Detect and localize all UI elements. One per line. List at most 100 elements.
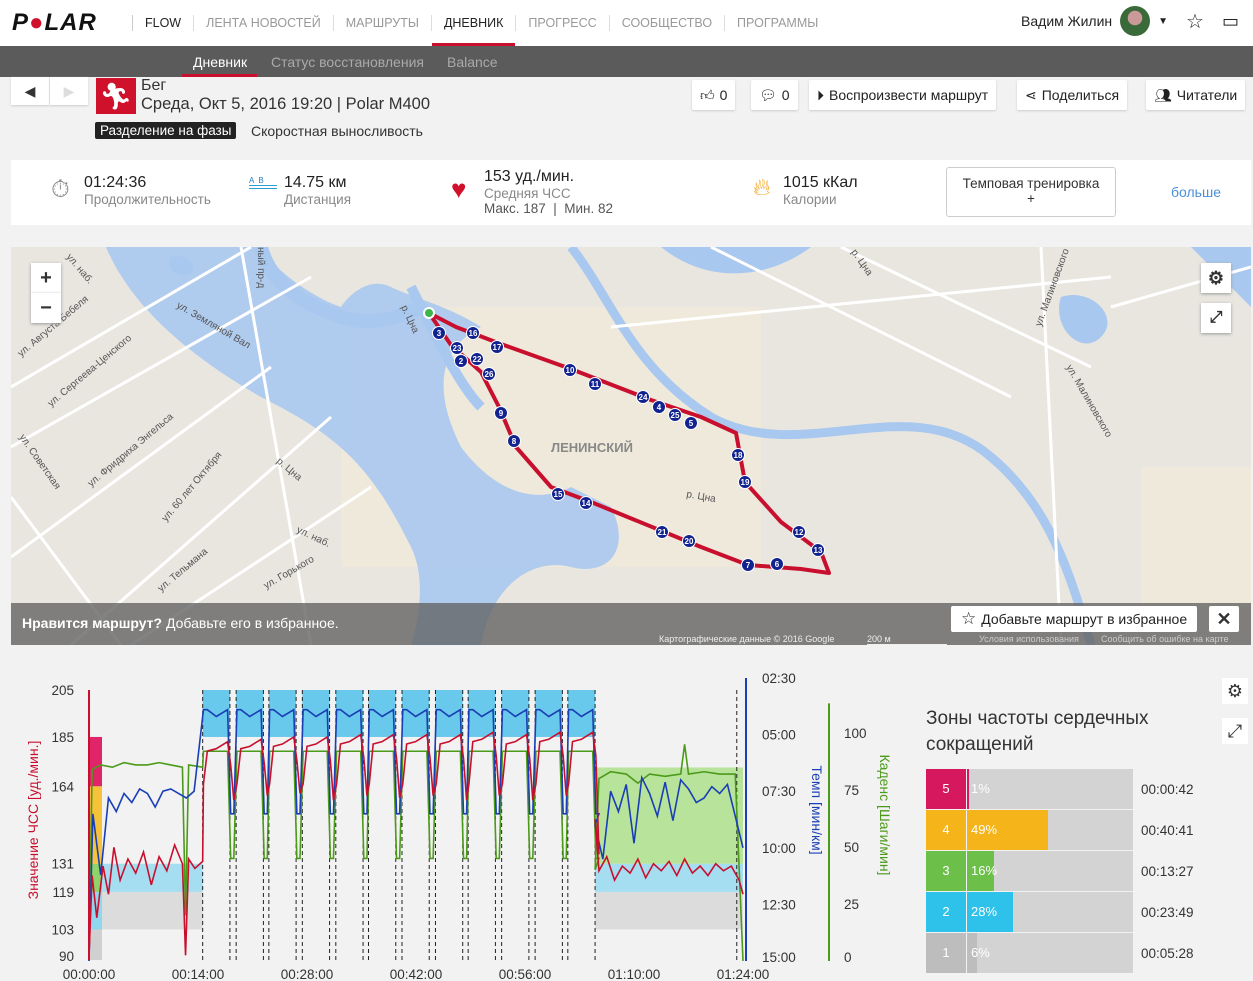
street-label: р. Цна — [685, 489, 716, 505]
prompt-text: Добавьте его в избранное. — [165, 615, 339, 631]
zone-percent: 49% — [971, 822, 998, 837]
zoom-in-button[interactable]: + — [31, 263, 61, 293]
nav-flow[interactable]: FLOW — [132, 15, 193, 31]
caret-down-icon[interactable]: ▼ — [1158, 15, 1169, 27]
interval-zone-box — [302, 690, 330, 737]
summary-card: ⏱︎ 01:24:36 Продолжительность A B 14.75 к… — [11, 160, 1251, 225]
avatar[interactable] — [1120, 6, 1151, 36]
lap-marker: 4 — [652, 400, 666, 414]
followers-label: Читатели — [1176, 87, 1238, 103]
nav-feed[interactable]: ЛЕНТА НОВОСТЕЙ — [193, 15, 333, 31]
zone-bar-fill — [967, 933, 977, 973]
lap-marker: 11 — [588, 377, 602, 391]
session-date-device: Среда, Окт 5, 2016 19:20 | Polar M400 — [141, 95, 431, 113]
prev-session-button[interactable]: ◀ — [11, 77, 49, 105]
share-label: Поделиться — [1041, 87, 1120, 103]
heart-icon: ♥ — [451, 174, 467, 204]
time-tick-label: 00:42:00 — [390, 967, 443, 981]
lap-marker-label: 17 — [493, 343, 502, 352]
lap-marker: 19 — [738, 475, 752, 489]
thumbs-up-icon: 👍︎ — [700, 86, 715, 103]
lap-marker-label: 20 — [685, 537, 694, 546]
zoom-out-button[interactable]: − — [31, 293, 61, 323]
star-icon[interactable]: ☆ — [1186, 10, 1204, 33]
fullscreen-icon[interactable]: ⤢ — [1201, 303, 1231, 333]
nav-progress[interactable]: ПРОГРЕСС — [515, 15, 608, 31]
share-button[interactable]: ⋖ Поделиться — [1017, 80, 1128, 110]
subnav-diary[interactable]: Дневник — [193, 54, 248, 70]
lap-marker: 17 — [490, 340, 504, 354]
time-tick-label: 00:14:00 — [172, 967, 225, 981]
top-header: P●LAR FLOW ЛЕНТА НОВОСТЕЙ МАРШРУТЫ ДНЕВН… — [0, 0, 1253, 46]
stopwatch-icon: ⏱︎ — [51, 176, 70, 203]
lap-marker: 22 — [470, 352, 484, 366]
route-map[interactable]: ул. Земляной Вал ЛЕНИНСКИЙ р. Цна р. Цна р. … — [11, 247, 1251, 645]
start-marker[interactable] — [423, 307, 435, 319]
more-link[interactable]: больше — [1171, 184, 1221, 200]
interval-zone-box — [236, 690, 264, 737]
hr-zone-row: 3 16% 00:13:27 — [926, 851, 1246, 891]
zone-time: 00:13:27 — [1141, 864, 1194, 879]
training-type-button[interactable]: Темповая тренировка + — [946, 167, 1116, 217]
flame-icon: 🔥︎ — [753, 174, 771, 201]
like-button[interactable]: 👍︎ 0 — [692, 80, 736, 110]
add-favorite-button[interactable]: ☆ Добавьте маршрут в избранное — [951, 606, 1198, 632]
pace-tick-label: 10:00 — [762, 841, 796, 856]
interval-zone-box — [501, 690, 529, 737]
lap-marker-dot — [482, 367, 496, 381]
lap-marker-label: 23 — [453, 344, 462, 353]
street-label: ул. Сергеева-Ценского — [46, 333, 134, 410]
comment-icon: 💬︎ — [759, 86, 777, 103]
zone-percent: 16% — [971, 863, 998, 878]
map-settings-gear-icon[interactable]: ⚙ — [1201, 263, 1231, 293]
pace-tick-label: 02:30 — [762, 671, 796, 686]
phase-tag: Разделение на фазы — [95, 122, 237, 139]
report-link[interactable]: Сообщить об ошибке на карте — [1101, 634, 1229, 644]
chart-settings-gear-icon[interactable]: ⚙ — [1222, 678, 1248, 704]
heart-rate-line — [88, 730, 744, 956]
zone-band — [595, 863, 743, 892]
lap-marker-label: 7 — [746, 561, 751, 570]
lap-marker-label: 25 — [671, 411, 680, 420]
chart-fullscreen-icon[interactable]: ⤢ — [1222, 718, 1248, 744]
phase-name: Скоростная выносливость — [251, 123, 423, 139]
nav-diary[interactable]: ДНЕВНИК — [430, 15, 516, 46]
comment-button[interactable]: 💬︎ 0 — [751, 80, 798, 110]
lap-marker-dot — [579, 496, 593, 510]
people-icon: 👥︎ — [1154, 86, 1172, 103]
lap-marker-label: 16 — [469, 329, 478, 338]
zone-band-legend — [89, 929, 102, 960]
zone-bar: 28% — [967, 892, 1133, 932]
add-favorite-label: Добавьте маршрут в избранное — [981, 611, 1188, 627]
distance-stat: A B 14.75 км Дистанция — [249, 174, 351, 207]
user-menu[interactable]: Вадим Жилин ▼ ☆ ▭ — [1021, 6, 1239, 36]
star-icon: ☆ — [961, 609, 977, 628]
close-prompt-button[interactable]: ✕ — [1209, 606, 1239, 632]
replay-route-button[interactable]: ⏵ Воспроизвести маршрут — [809, 80, 997, 110]
subnav-recovery[interactable]: Статус восстановления — [271, 54, 424, 70]
lap-marker: 9 — [494, 406, 508, 420]
nav-community[interactable]: СООБЩЕСТВО — [608, 15, 724, 31]
pace-axis-label: Темп [мин/км] — [809, 765, 825, 854]
zone-percent: 1% — [971, 781, 990, 796]
chat-icon[interactable]: ▭ — [1221, 10, 1239, 31]
hr-zone-row: 5 1% 00:00:42 — [926, 769, 1246, 809]
next-session-button[interactable]: ▶ — [50, 77, 88, 105]
followers-button[interactable]: 👥︎ Читатели — [1146, 80, 1246, 110]
nav-routes[interactable]: МАРШРУТЫ — [332, 15, 431, 31]
lap-marker-dot — [490, 340, 504, 354]
pace-tick-label: 05:00 — [762, 728, 796, 743]
pace-tick-label: 12:30 — [762, 897, 796, 912]
terms-link[interactable]: Условия использования — [979, 634, 1079, 644]
subnav-balance[interactable]: Balance — [447, 54, 498, 70]
river — [254, 247, 425, 329]
polar-logo[interactable]: P●LAR — [12, 9, 97, 36]
lap-marker: 12 — [792, 525, 806, 539]
nav-programs[interactable]: ПРОГРАММЫ — [724, 15, 830, 31]
zone-bar: 6% — [967, 933, 1133, 973]
lap-marker: 16 — [466, 326, 480, 340]
interval-zone-box — [567, 690, 596, 737]
lap-marker: 8 — [507, 434, 521, 448]
lap-marker: 21 — [655, 525, 669, 539]
interval-zone-box — [368, 690, 396, 737]
